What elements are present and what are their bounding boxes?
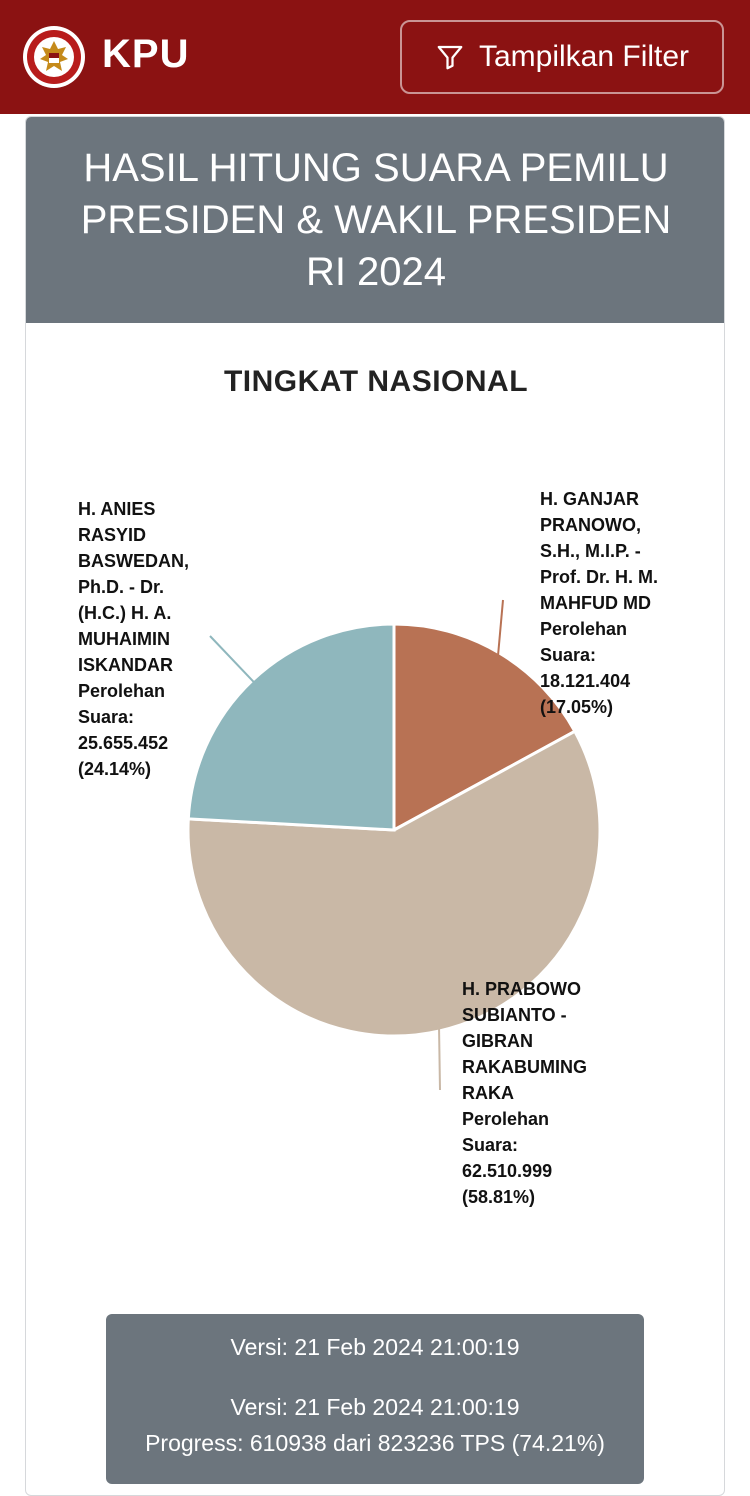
chart-subtitle: TINGKAT NASIONAL — [223, 365, 529, 398]
leader-line-0 — [497, 599, 504, 655]
version-info-box: Versi: 21 Feb 2024 21:00:19 Versi: 21 Fe… — [106, 1314, 644, 1484]
label-line: Perolehan — [78, 681, 166, 701]
label-ganjar-mahfud: H. GANJAR PRANOWO, S.H., M.I.P. - Prof. Dr.… — [540, 486, 658, 720]
label-line: (58.81%) — [462, 1187, 536, 1207]
version-text-1: Versi: 21 Feb 2024 21:00:19 — [230, 1334, 520, 1360]
label-line: Suara: — [540, 645, 597, 665]
label-line: Suara: — [462, 1135, 519, 1155]
kpu-logo-emblem — [23, 26, 85, 88]
label-anies-muhaimin: H. ANIES RASYID BASWEDAN, Ph.D. - Dr. (H.C.)… — [78, 496, 189, 782]
title-line-3: RI 2024 — [305, 250, 447, 294]
label-line: MUHAIMIN — [78, 629, 170, 649]
label-line: BASWEDAN, — [78, 551, 189, 571]
label-line: Suara: — [78, 707, 135, 727]
label-line: 62.510.999 — [462, 1161, 553, 1181]
label-line: MAHFUD MD — [540, 593, 651, 613]
label-line: SUBIANTO - — [462, 1005, 567, 1025]
progress-text: Progress: 610938 dari 823236 TPS (74.21%… — [145, 1430, 605, 1456]
label-line: Prof. Dr. H. M. — [540, 567, 659, 587]
label-line: (24.14%) — [78, 759, 152, 779]
label-line: S.H., M.I.P. - — [540, 541, 641, 561]
kpu-logo[interactable] — [22, 25, 86, 89]
label-line: Perolehan — [540, 619, 628, 639]
label-line: PRANOWO, — [540, 515, 641, 535]
label-line: H. GANJAR — [540, 489, 640, 509]
label-prabowo-gibran: H. PRABOWO SUBIANTO - GIBRAN RAKABUMING RAKA… — [462, 976, 587, 1210]
filter-icon — [437, 45, 463, 70]
leader-line-1 — [438, 1028, 441, 1091]
label-line: H. ANIES — [78, 499, 156, 519]
title-line-2: PRESIDEN & WAKIL PRESIDEN — [80, 198, 672, 242]
show-filter-button[interactable]: Tampilkan Filter — [400, 20, 724, 94]
title-line-1: HASIL HITUNG SUARA PEMILU — [83, 146, 669, 190]
top-navbar: KPU Tampilkan Filter — [0, 0, 750, 114]
label-line: ISKANDAR — [78, 655, 174, 675]
card-header: HASIL HITUNG SUARA PEMILU PRESIDEN & WAK… — [26, 117, 724, 323]
pie-slice-2[interactable] — [186, 622, 396, 832]
vote-pie-chart — [186, 599, 602, 1091]
label-line: Ph.D. - Dr. — [78, 577, 165, 597]
show-filter-label: Tampilkan Filter — [478, 40, 690, 73]
label-line: RAKABUMING — [462, 1057, 587, 1077]
label-line: (17.05%) — [540, 697, 614, 717]
leader-line-2 — [209, 635, 255, 683]
brand-name[interactable]: KPU — [102, 32, 190, 76]
version-text-2: Versi: 21 Feb 2024 21:00:19 — [230, 1394, 520, 1420]
label-line: RASYID — [78, 525, 147, 545]
label-line: GIBRAN — [462, 1031, 533, 1051]
label-line: 18.121.404 — [540, 671, 631, 691]
label-line: Perolehan — [462, 1109, 550, 1129]
label-line: RAKA — [462, 1083, 514, 1103]
label-line: H. PRABOWO — [462, 979, 581, 999]
label-line: (H.C.) H. A. — [78, 603, 172, 623]
label-line: 25.655.452 — [78, 733, 169, 753]
